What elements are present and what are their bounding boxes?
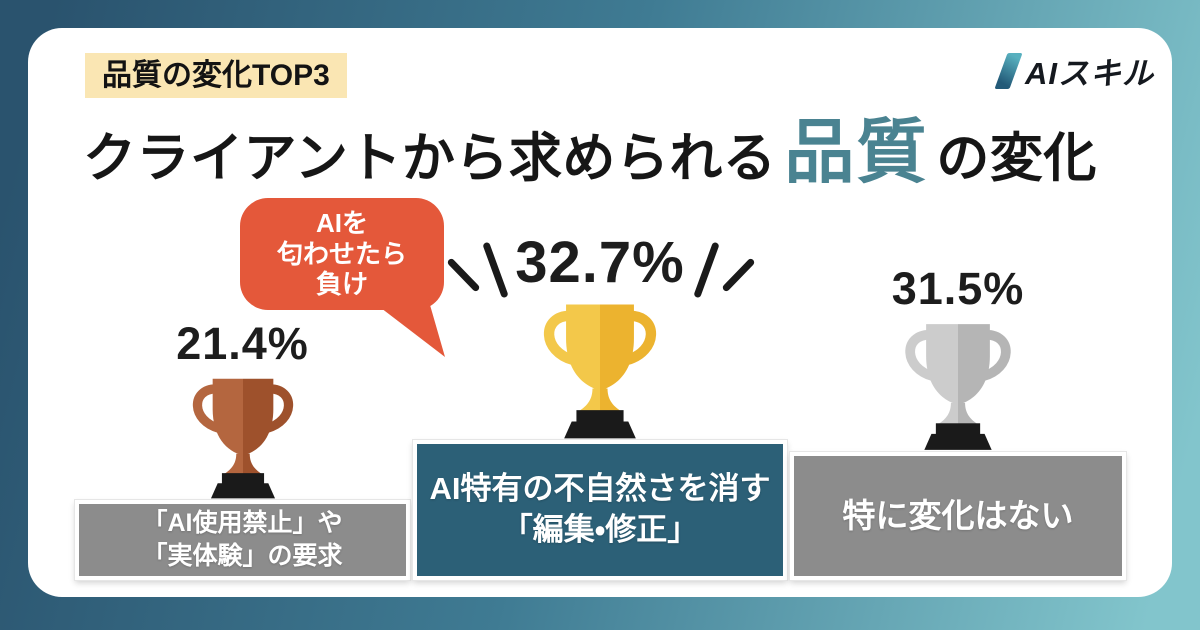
podium-label: 「AI使用禁止」や — [142, 509, 343, 537]
bubble-line: AIを — [315, 208, 368, 239]
speech-bubble-tail — [368, 298, 445, 357]
podium-box-rank1: AI特有の不自然さを消す 「編集・修正」 — [413, 440, 787, 580]
page-title: クライアントから求められる 品質 の変化 — [83, 96, 1097, 197]
speech-bubble: AIを 匂わせたら 負け — [240, 198, 445, 357]
percent-label: 32.7% — [515, 229, 685, 295]
logo-text: AIスキル — [1025, 56, 1154, 91]
emphasis-bar — [693, 241, 720, 299]
podium-column-rank2: 31.5% 特に変化はない — [790, 265, 1126, 580]
emphasis-bar — [482, 241, 509, 299]
title-prefix: クライアントから求められる — [83, 129, 777, 188]
podium-column-rank3: 21.4% 「AI使用禁止」や 「 — [75, 317, 410, 580]
podium-label: 特に変化はない — [842, 497, 1074, 535]
bubble-line: 負け — [315, 269, 368, 300]
emphasis-strokes-right-icon — [688, 238, 756, 310]
infographic-card: AIスキル 品質の変化TOP3 クライアントから求められる 品質 の変化 AIを… — [28, 28, 1172, 597]
podium-column-rank1: 32.7% AI特有の不自然さを消す — [413, 229, 787, 580]
emphasis-strokes-left-icon — [446, 238, 514, 310]
logo-slash-icon — [994, 52, 1023, 89]
silver-trophy-icon — [905, 324, 1011, 451]
bronze-trophy-icon — [192, 378, 293, 499]
emphasis-bar — [446, 257, 481, 293]
podium-label: AI特有の不自然さを消す — [429, 471, 771, 507]
podium-box-rank3: 「AI使用禁止」や 「実体験」の要求 — [75, 500, 410, 580]
title-highlight: 品質 — [784, 113, 929, 191]
brand-logo: AIスキル — [994, 48, 1154, 93]
percent-label: 31.5% — [891, 263, 1025, 315]
percent-label: 21.4% — [176, 317, 309, 369]
gold-trophy-icon — [543, 304, 657, 439]
title-suffix: の変化 — [936, 129, 1097, 188]
header-badge: 品質の変化TOP3 — [85, 53, 347, 98]
bubble-line: 匂わせたら — [276, 238, 407, 269]
podium-label: 「編集・修正」 — [501, 512, 699, 547]
podium-box-rank2: 特に変化はない — [790, 452, 1126, 580]
podium-label: 「実体験」の要求 — [142, 542, 343, 570]
